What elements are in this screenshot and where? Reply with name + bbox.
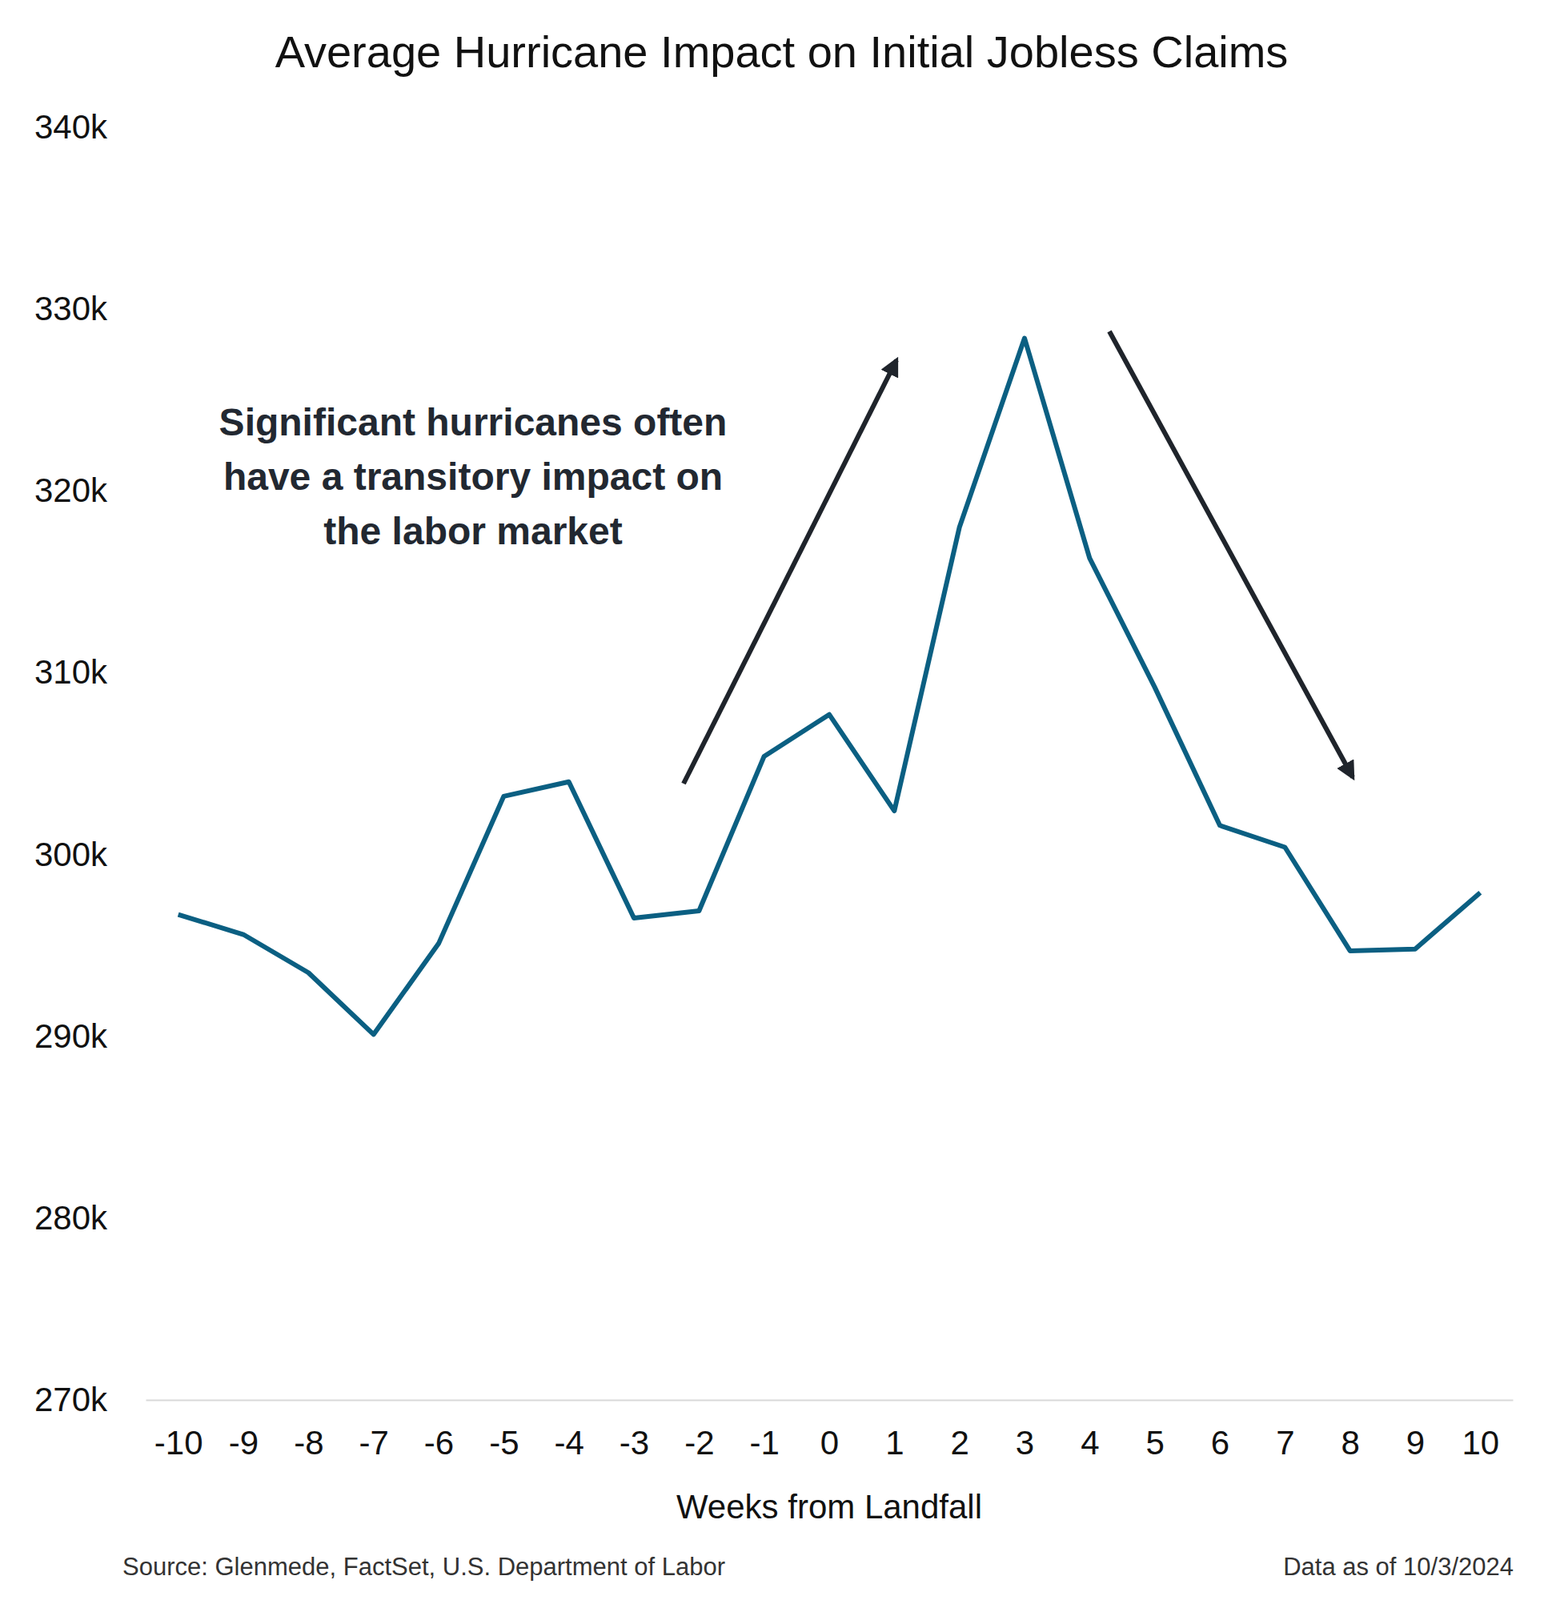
y-tick: 280k [34,1199,109,1237]
x-tick-label: 0 [820,1423,839,1462]
x-tick: 9 [1406,1399,1425,1462]
x-tick-label: 9 [1406,1423,1425,1462]
x-tick: 0 [820,1399,839,1462]
x-tick: -10 [154,1399,204,1462]
y-tick-label: 270k [34,1380,109,1419]
annotation: Significant hurricanes often have a trans… [219,401,728,553]
note: Data as of 10/3/2024 [1283,1552,1514,1581]
x-tick: -4 [553,1399,584,1462]
x-tick: -7 [358,1399,389,1462]
x-axis: -10-9-8-7-6-5-4-3-2-1012345678910 [146,1399,1514,1462]
x-tick-label: 7 [1275,1423,1295,1462]
x-tick-label: -4 [553,1423,584,1462]
x-axis-title: Weeks from Landfall [676,1487,983,1526]
x-tick: -1 [749,1399,779,1462]
y-tick: 310k [34,653,109,691]
x-tick-label: -6 [424,1423,454,1462]
x-tick: 4 [1080,1399,1099,1462]
y-tick: 270k [34,1380,109,1419]
x-tick-label: 10 [1461,1423,1500,1462]
y-tick: 340k [34,108,109,146]
x-tick: 10 [1461,1399,1500,1462]
x-tick-label: 6 [1211,1423,1230,1462]
x-tick-label: -7 [358,1423,389,1462]
x-tick: 8 [1340,1399,1360,1462]
line [178,337,1481,1035]
x-tick-label: 4 [1080,1423,1099,1462]
x-axis-line [146,1399,1514,1402]
x-tick: 1 [885,1399,904,1462]
x-tick: -3 [619,1399,650,1462]
annotation-line: have a transitory impact on [223,455,723,498]
x-tick-label: -1 [749,1423,779,1462]
y-tick: 290k [34,1017,109,1055]
x-tick: -9 [228,1399,259,1462]
x-tick: 7 [1275,1399,1295,1462]
x-tick-label: 5 [1145,1423,1164,1462]
y-axis: 270k 280k 290k 300k 310k 320k 330k 340k [34,108,109,1419]
x-tick: 2 [950,1399,969,1462]
x-tick: 6 [1211,1399,1230,1462]
x-tick: -5 [489,1399,519,1462]
x-tick: 5 [1145,1399,1164,1462]
x-tick-label: -9 [228,1423,259,1462]
annotation-line: Significant hurricanes often [219,401,728,444]
y-tick-label: 300k [34,835,109,874]
y-tick: 300k [34,835,109,874]
title: Average Hurricane Impact on Initial Jobl… [275,26,1289,77]
x-tick-label: -8 [293,1423,324,1462]
x-tick-label: 3 [1015,1423,1035,1462]
annotation-line: the labor market [323,509,622,553]
y-tick-label: 340k [34,108,109,146]
y-tick-label: 280k [34,1199,109,1237]
x-tick: -8 [293,1399,324,1462]
chart: Average Hurricane Impact on Initial Jobl… [0,0,1544,1600]
y-tick: 320k [34,471,109,510]
x-tick: 3 [1015,1399,1035,1462]
x-tick-label: 2 [950,1423,969,1462]
y-tick: 330k [34,289,109,328]
x-tick-label: -2 [684,1423,714,1462]
y-tick-label: 330k [34,289,109,328]
source: Source: Glenmede, FactSet, U.S. Departme… [122,1552,726,1581]
x-tick-label: -3 [619,1423,650,1462]
x-tick-label: -5 [489,1423,519,1462]
x-tick-label: 1 [885,1423,904,1462]
x-tick: -2 [684,1399,714,1462]
y-tick-label: 320k [34,471,109,510]
y-tick-label: 310k [34,653,109,691]
x-tick-label: -10 [154,1423,204,1462]
y-tick-label: 290k [34,1017,109,1055]
x-tick-label: 8 [1340,1423,1360,1462]
x-tick: -6 [424,1399,454,1462]
plot-area [178,337,1481,1035]
arrow-down [1109,331,1353,778]
